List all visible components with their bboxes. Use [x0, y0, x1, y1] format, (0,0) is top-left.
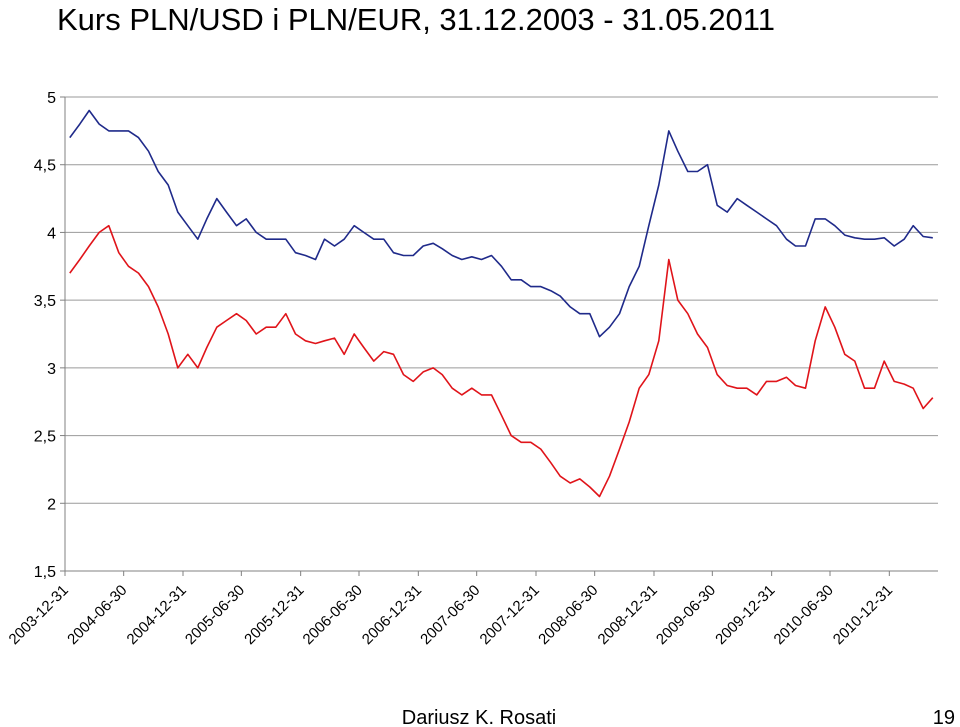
footer-author: Dariusz K. Rosati: [402, 707, 557, 727]
x-tick-label: 2007-06-30: [417, 582, 483, 648]
chart-title: Kurs PLN/USD i PLN/EUR, 31.12.2003 - 31.…: [57, 2, 775, 37]
y-tick-label: 2,5: [34, 429, 56, 446]
y-tick-label: 5: [47, 90, 56, 107]
y-tick-label: 3: [47, 361, 56, 378]
x-tick-label: 2004-12-31: [124, 582, 190, 648]
x-tick-label: 2004-06-30: [64, 582, 130, 648]
y-tick-label: 2: [47, 496, 56, 513]
x-tick-label: 2005-12-31: [241, 582, 307, 648]
y-tick-label: 3,5: [34, 293, 56, 310]
y-tick-label: 1,5: [34, 564, 56, 581]
x-tick-label: 2006-06-30: [300, 582, 366, 648]
x-tick-label: 2010-12-31: [830, 582, 896, 648]
x-tick-label: 2003-12-31: [6, 582, 72, 648]
x-tick-label: 2008-12-31: [595, 582, 661, 648]
y-tick-label: 4,5: [34, 158, 56, 175]
x-tick-label: 2010-06-30: [771, 582, 837, 648]
x-tick-label: 2009-12-31: [712, 582, 778, 648]
x-tick-label: 2005-06-30: [182, 582, 248, 648]
series-line: [69, 224, 934, 498]
y-tick-label: 4: [47, 225, 56, 242]
page-number: 19: [933, 707, 955, 727]
series-line: [69, 109, 933, 338]
x-tick-label: 2008-06-30: [535, 582, 601, 648]
x-tick-label: 2007-12-31: [477, 582, 543, 648]
x-tick-label: 2009-06-30: [653, 582, 719, 648]
x-tick-label: 2006-12-31: [359, 582, 425, 648]
